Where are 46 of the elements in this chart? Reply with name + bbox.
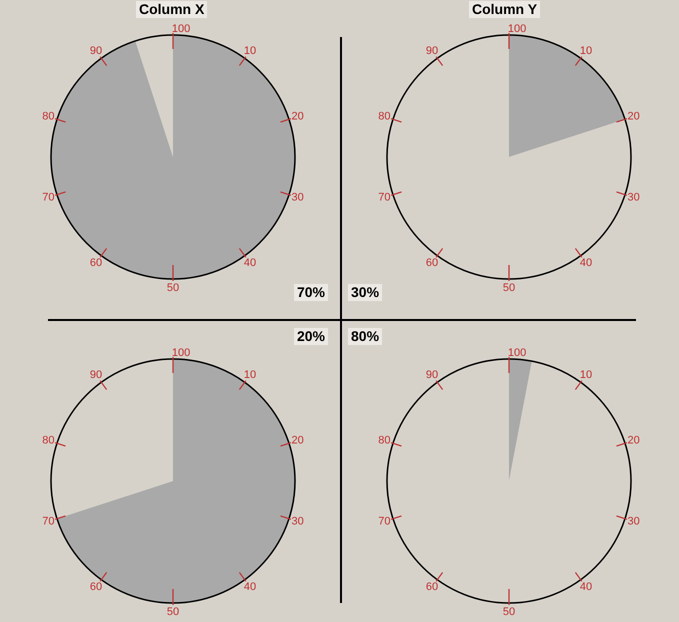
- text: 20: [291, 110, 304, 123]
- text: 30: [291, 192, 304, 204]
- text: 90: [426, 369, 438, 382]
- text: 70: [378, 192, 391, 204]
- text: 10: [244, 45, 256, 58]
- text: 50: [166, 606, 180, 618]
- text: 60: [426, 581, 438, 594]
- text: 80: [42, 110, 55, 123]
- text: 10: [244, 369, 256, 382]
- text: 60: [426, 257, 438, 270]
- text: 60: [90, 581, 102, 594]
- text: 80: [378, 434, 391, 447]
- text: 80: [378, 110, 391, 123]
- text: 20: [627, 110, 640, 123]
- text: 40: [244, 581, 256, 594]
- text: 50: [166, 282, 180, 294]
- text: 30: [627, 516, 640, 528]
- text: 100: [508, 347, 526, 360]
- text: 90: [90, 45, 102, 58]
- text: 30: [627, 192, 640, 204]
- chart-title: Column X: [136, 1, 208, 18]
- text: 20: [291, 434, 304, 447]
- text: 40: [580, 257, 592, 270]
- text: 10: [580, 45, 592, 58]
- text: 70: [42, 516, 55, 528]
- text: 70: [378, 516, 391, 528]
- text: 20: [627, 434, 640, 447]
- text: 40: [244, 257, 256, 270]
- text: 10: [580, 369, 592, 382]
- text: 100: [172, 347, 190, 360]
- text: 100: [172, 23, 190, 36]
- text: 60: [90, 257, 102, 270]
- text: 90: [426, 45, 438, 58]
- chart-title: Column Y: [469, 1, 540, 18]
- text: 50: [502, 606, 516, 618]
- text: 30: [291, 516, 304, 528]
- text: 100: [508, 23, 526, 36]
- text: 70%: [294, 284, 328, 301]
- text: 90: [90, 369, 102, 382]
- text: 80%: [348, 328, 382, 345]
- text: 80: [42, 434, 55, 447]
- text: 50: [502, 282, 516, 294]
- text: 20%: [294, 328, 328, 345]
- text: 30%: [348, 284, 382, 301]
- text: 40: [580, 581, 592, 594]
- text: 70: [42, 192, 55, 204]
